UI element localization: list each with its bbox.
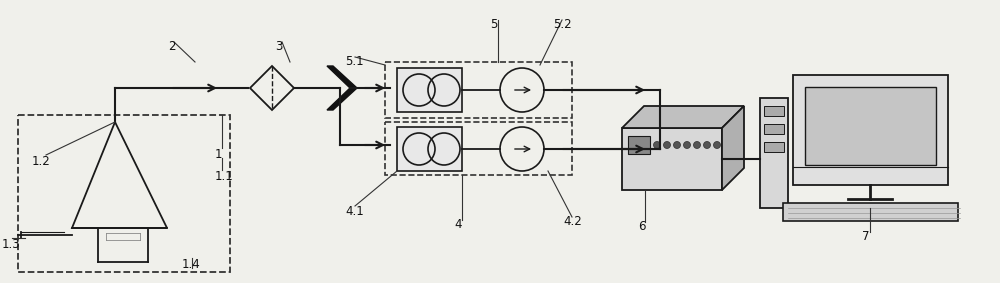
Bar [628,136,650,154]
Text: 1.2: 1.2 [32,155,51,168]
Polygon shape [722,106,744,190]
Bar [764,106,784,116]
Circle shape [664,142,670,149]
Text: 1.3: 1.3 [2,238,21,251]
Text: 1: 1 [215,148,222,161]
Polygon shape [622,128,722,190]
Bar [385,122,572,175]
Circle shape [694,142,700,149]
Polygon shape [622,106,744,128]
Bar [805,87,936,165]
Circle shape [714,142,720,149]
Text: 3: 3 [275,40,282,53]
Bar [385,62,572,118]
Text: 7: 7 [862,230,870,243]
Circle shape [684,142,690,149]
Bar [793,75,948,185]
Text: 5.2: 5.2 [553,18,572,31]
Bar [18,115,230,272]
Text: 4: 4 [454,218,462,231]
Text: 5: 5 [490,18,497,31]
Circle shape [654,142,660,149]
Polygon shape [327,66,357,110]
Text: 6: 6 [638,220,646,233]
Circle shape [674,142,680,149]
Bar [397,68,462,112]
Text: 4.1: 4.1 [345,205,364,218]
Text: 1.4: 1.4 [182,258,201,271]
Text: 5.1: 5.1 [345,55,364,68]
Bar [783,203,958,221]
Text: 4.2: 4.2 [563,215,582,228]
Bar [760,98,788,208]
Text: 1.1: 1.1 [215,170,234,183]
Bar [764,124,784,134]
Bar [397,127,462,171]
Circle shape [704,142,710,149]
Text: 2: 2 [168,40,176,53]
Bar [764,142,784,152]
